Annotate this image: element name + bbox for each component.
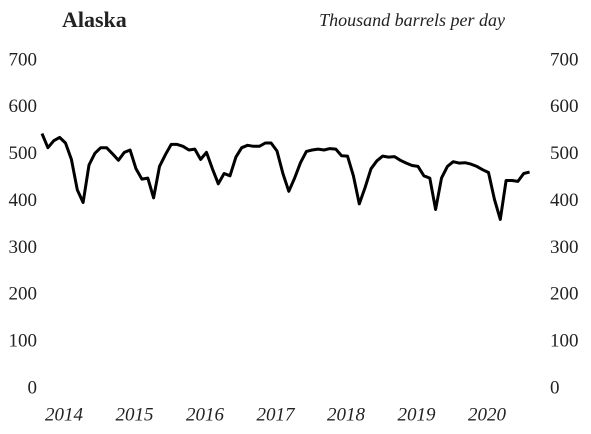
y-tick-label: 200 (9, 284, 38, 305)
chart-title: Alaska (62, 7, 127, 32)
y2-tick-label: 500 (550, 143, 579, 164)
line (40, 133, 530, 221)
y2-tick-label: 700 (550, 49, 579, 70)
x-tick-label: 2014 (45, 404, 84, 425)
y2-tick-label: 0 (550, 377, 560, 398)
y-tick-label: 600 (9, 96, 38, 117)
y2-tick-label: 200 (550, 284, 579, 305)
y-tick-label: 100 (9, 331, 38, 352)
x-tick-label: 2017 (257, 404, 297, 425)
x-tick-label: 2016 (186, 404, 225, 425)
y-tick-label: 400 (9, 190, 38, 211)
y-tick-label: 0 (28, 377, 38, 398)
y2-tick-label: 300 (550, 237, 579, 258)
y-tick-label: 700 (9, 49, 38, 70)
y2-tick-label: 600 (550, 96, 579, 117)
x-tick-label: 2015 (116, 404, 154, 425)
x-tick-label: 2019 (398, 404, 437, 425)
y-tick-label: 500 (9, 143, 38, 164)
y2-tick-label: 100 (550, 331, 579, 352)
x-tick-label: 2020 (468, 404, 507, 425)
x-tick-label: 2018 (327, 404, 366, 425)
y2-tick-label: 400 (550, 190, 579, 211)
y-tick-label: 300 (9, 237, 38, 258)
chart-subtitle: Thousand barrels per day (319, 10, 505, 30)
